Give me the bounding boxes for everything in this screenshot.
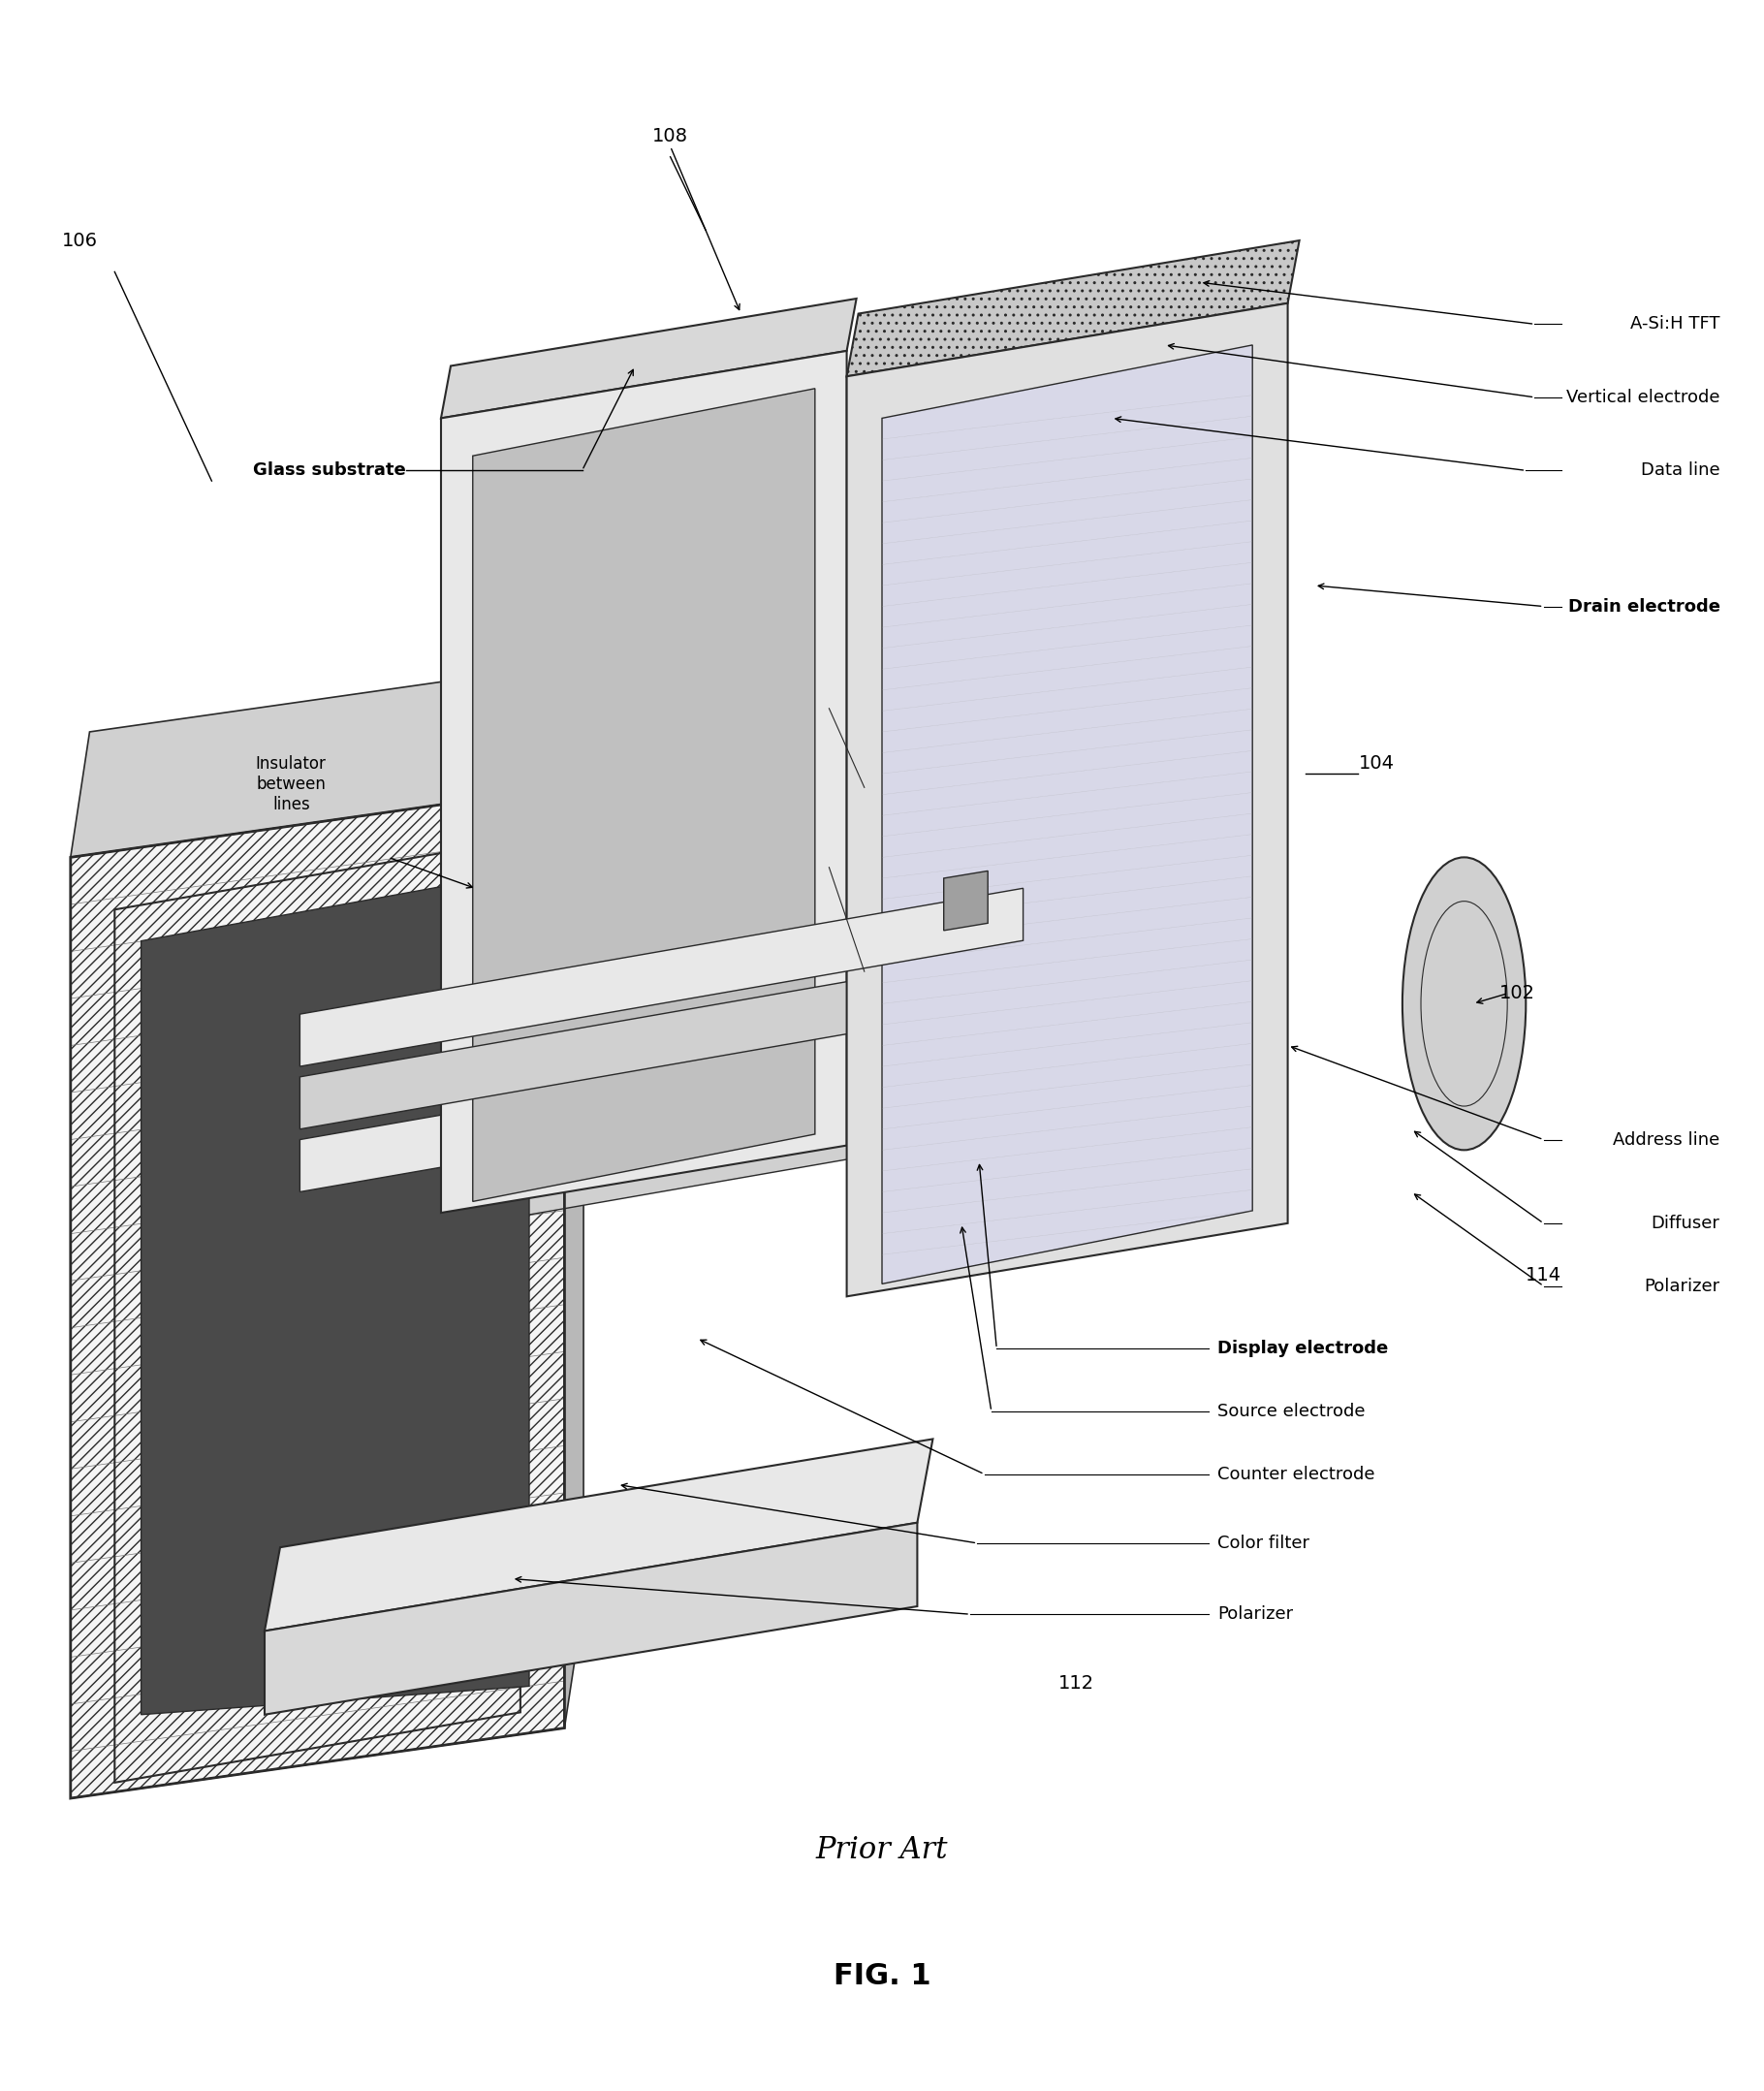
Text: Drain electrode: Drain electrode: [1568, 598, 1720, 615]
Polygon shape: [473, 389, 815, 1202]
Ellipse shape: [1402, 857, 1526, 1150]
Text: 104: 104: [1358, 755, 1394, 772]
Polygon shape: [300, 951, 1023, 1129]
Text: 106: 106: [62, 232, 97, 249]
Text: Vertical electrode: Vertical electrode: [1566, 389, 1720, 406]
Polygon shape: [882, 345, 1252, 1284]
Polygon shape: [847, 303, 1288, 1296]
Text: Address line: Address line: [1612, 1131, 1720, 1148]
Polygon shape: [564, 661, 584, 1727]
Polygon shape: [847, 240, 1300, 376]
Polygon shape: [71, 786, 564, 1798]
Text: Data line: Data line: [1641, 462, 1720, 479]
Text: FIG. 1: FIG. 1: [833, 1961, 931, 1991]
Polygon shape: [300, 889, 1023, 1066]
Polygon shape: [265, 1522, 917, 1715]
Polygon shape: [441, 299, 857, 418]
Polygon shape: [944, 870, 988, 930]
Polygon shape: [71, 661, 584, 857]
Text: 108: 108: [653, 128, 688, 144]
Text: Polarizer: Polarizer: [1217, 1606, 1293, 1623]
Text: Prior Art: Prior Art: [815, 1836, 949, 1865]
Text: Insulator
between
lines: Insulator between lines: [256, 755, 326, 813]
Text: Glass substrate: Glass substrate: [252, 462, 406, 479]
Text: 112: 112: [1058, 1675, 1094, 1692]
Text: Polarizer: Polarizer: [1644, 1278, 1720, 1294]
Text: Display electrode: Display electrode: [1217, 1340, 1388, 1357]
Text: Color filter: Color filter: [1217, 1535, 1309, 1552]
Polygon shape: [300, 1014, 1023, 1192]
Polygon shape: [141, 870, 529, 1715]
Polygon shape: [300, 1077, 1023, 1255]
Polygon shape: [441, 351, 847, 1213]
Text: 102: 102: [1499, 985, 1535, 1002]
Text: Diffuser: Diffuser: [1651, 1215, 1720, 1232]
Text: Counter electrode: Counter electrode: [1217, 1466, 1374, 1483]
Polygon shape: [265, 1439, 933, 1631]
Text: A-Si:H TFT: A-Si:H TFT: [1630, 316, 1720, 332]
Text: 114: 114: [1526, 1267, 1561, 1284]
Text: Source electrode: Source electrode: [1217, 1403, 1365, 1420]
